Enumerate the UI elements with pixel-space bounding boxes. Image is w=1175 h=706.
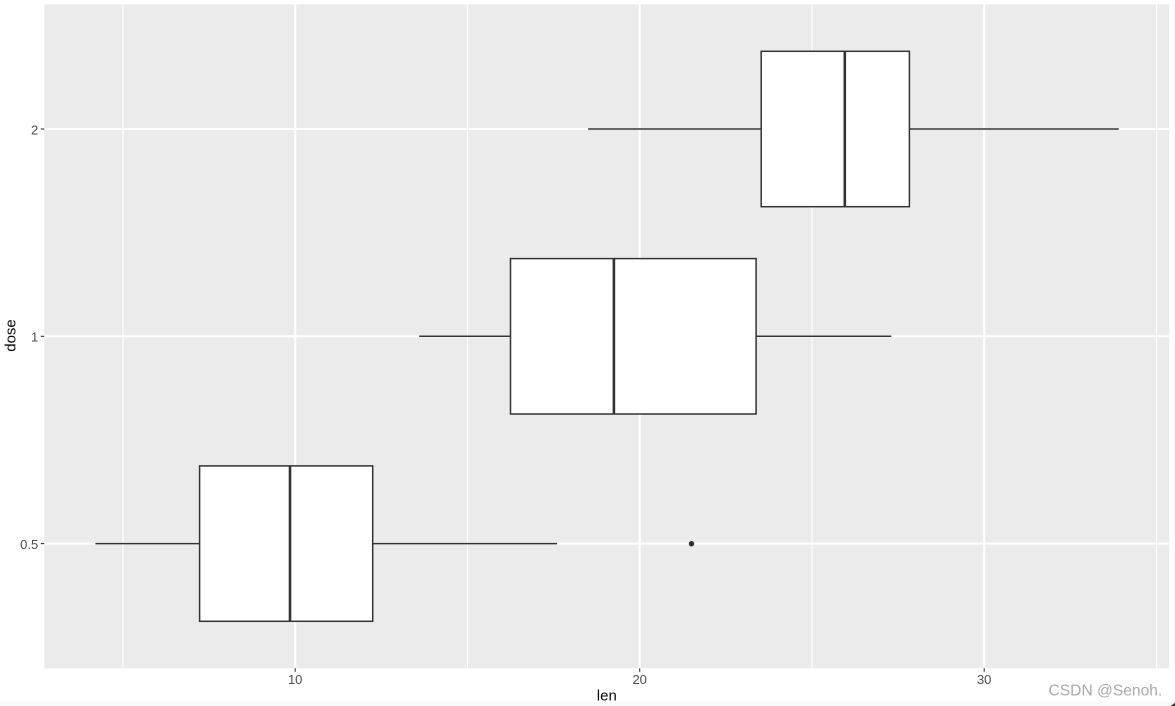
svg-text:CSDN @Senoh.: CSDN @Senoh.	[1049, 683, 1163, 700]
svg-text:20: 20	[632, 672, 646, 687]
svg-text:30: 30	[977, 672, 991, 687]
svg-text:len: len	[597, 687, 617, 704]
svg-text:2: 2	[31, 122, 38, 137]
svg-text:1: 1	[31, 330, 38, 345]
svg-text:10: 10	[288, 672, 302, 687]
svg-text:dose: dose	[3, 319, 20, 352]
svg-text:0.5: 0.5	[20, 537, 38, 552]
